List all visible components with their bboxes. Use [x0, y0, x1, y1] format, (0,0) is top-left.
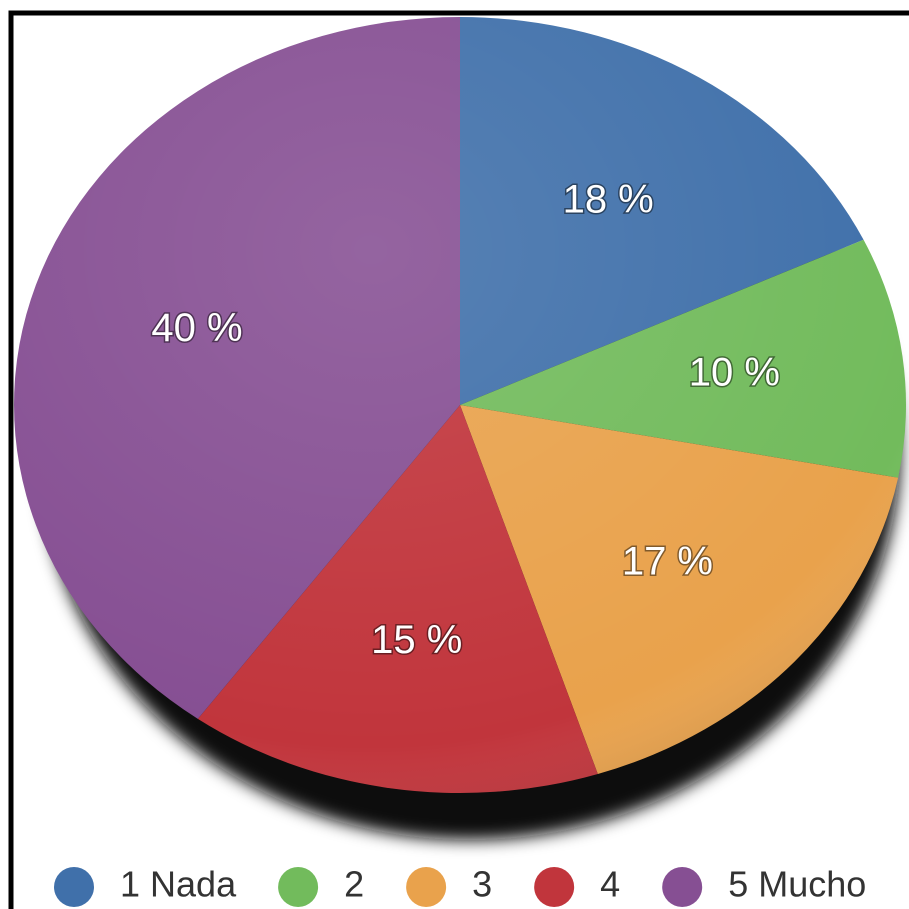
value-label: 40 %	[151, 306, 242, 350]
legend-label: 3	[472, 864, 492, 905]
value-label: 17 %	[622, 540, 713, 584]
legend-swatch	[54, 867, 94, 907]
value-labels: 18 % 10 % 17 % 15 % 40 %	[150, 176, 781, 664]
value-label: 18 %	[563, 177, 654, 221]
value-label: 10 %	[689, 350, 780, 394]
frame	[8, 10, 909, 909]
legend-label: 5 Mucho	[728, 864, 866, 905]
value-label: 15 %	[371, 618, 462, 662]
legend-label: 1 Nada	[120, 864, 237, 905]
legend-swatch	[662, 867, 703, 907]
legend: 1 Nada 2 3 4 5 Mucho	[54, 864, 866, 907]
legend-swatch	[278, 867, 319, 907]
legend-label: 4	[600, 864, 620, 905]
pie	[14, 17, 907, 794]
legend-swatch	[534, 867, 575, 907]
legend-swatch	[406, 867, 447, 907]
legend-label: 2	[344, 864, 364, 905]
